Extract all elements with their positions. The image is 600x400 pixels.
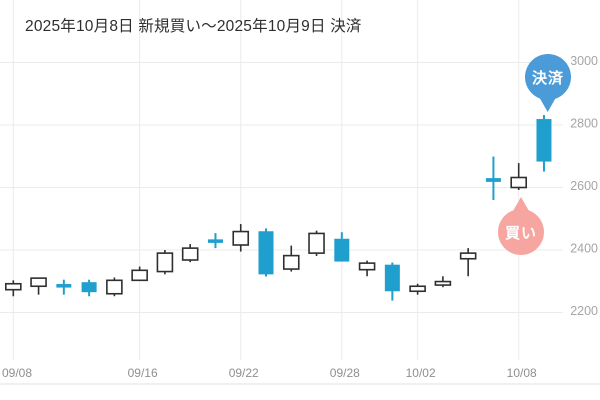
grid-lines <box>0 0 600 385</box>
candle <box>156 250 174 275</box>
x-axis-tick-label: 09/08 <box>2 366 32 380</box>
x-axis-tick-label: 09/28 <box>330 366 360 380</box>
candle-body <box>207 239 223 243</box>
candle-body <box>282 254 300 270</box>
candle-body <box>510 176 528 189</box>
y-axis-tick-label: 2400 <box>570 242 598 256</box>
buy-marker: 買い <box>498 209 544 255</box>
candle <box>207 233 223 249</box>
candle <box>106 277 123 297</box>
candle <box>181 244 199 263</box>
settle-marker: 決済 <box>525 54 571 100</box>
candle <box>510 163 528 190</box>
x-axis-tick-label: 10/08 <box>507 366 537 380</box>
candle-body <box>181 247 199 261</box>
candle-body <box>334 238 350 262</box>
candle <box>434 276 452 288</box>
candle-body <box>485 178 501 182</box>
candle <box>409 283 426 295</box>
settle-marker-label: 決済 <box>531 69 564 87</box>
candle <box>56 279 72 295</box>
x-axis-tick-label: 10/02 <box>406 366 436 380</box>
y-axis-tick-label: 2200 <box>570 304 598 318</box>
candle <box>459 248 477 277</box>
candle <box>258 228 274 277</box>
candle-body <box>232 230 250 246</box>
candle <box>232 224 250 252</box>
candle <box>358 260 376 277</box>
candle <box>485 156 501 200</box>
candle-body <box>56 284 72 288</box>
x-axis-labels: 09/08 09/16 09/22 09/28 10/02 10/08 <box>2 366 537 380</box>
candle-body <box>106 279 123 295</box>
candle <box>30 277 47 295</box>
y-axis-tick-label: 2800 <box>570 117 598 131</box>
candle <box>384 262 400 301</box>
candle-body <box>81 282 97 293</box>
candle-body <box>358 262 376 271</box>
chart-title: 2025年10月8日 新規買い〜2025年10月9日 決済 <box>25 18 362 35</box>
y-axis-tick-label: 2600 <box>570 179 598 193</box>
candle <box>81 279 97 297</box>
candle-body <box>536 119 552 162</box>
buy-marker-label: 買い <box>504 224 537 242</box>
candle <box>131 266 148 282</box>
candle <box>282 245 300 272</box>
candle <box>5 280 22 297</box>
candle-body <box>459 252 477 260</box>
candle-body <box>156 252 174 273</box>
candle <box>308 230 325 256</box>
candle-body <box>409 285 426 293</box>
candle-body <box>5 282 22 291</box>
y-axis-labels: 2200 2400 2600 2800 3000 <box>570 54 598 318</box>
y-axis-tick-label: 3000 <box>570 54 598 68</box>
candle-body <box>308 232 325 254</box>
candle-body <box>30 277 47 288</box>
x-axis-tick-label: 09/16 <box>128 366 158 380</box>
x-axis-tick-label: 09/22 <box>229 366 259 380</box>
candle-body <box>258 231 274 275</box>
candle-body <box>434 280 452 286</box>
candle <box>334 232 350 262</box>
candle-body <box>384 264 400 292</box>
candle <box>536 115 552 172</box>
candle-body <box>131 269 148 282</box>
candles <box>5 115 552 301</box>
